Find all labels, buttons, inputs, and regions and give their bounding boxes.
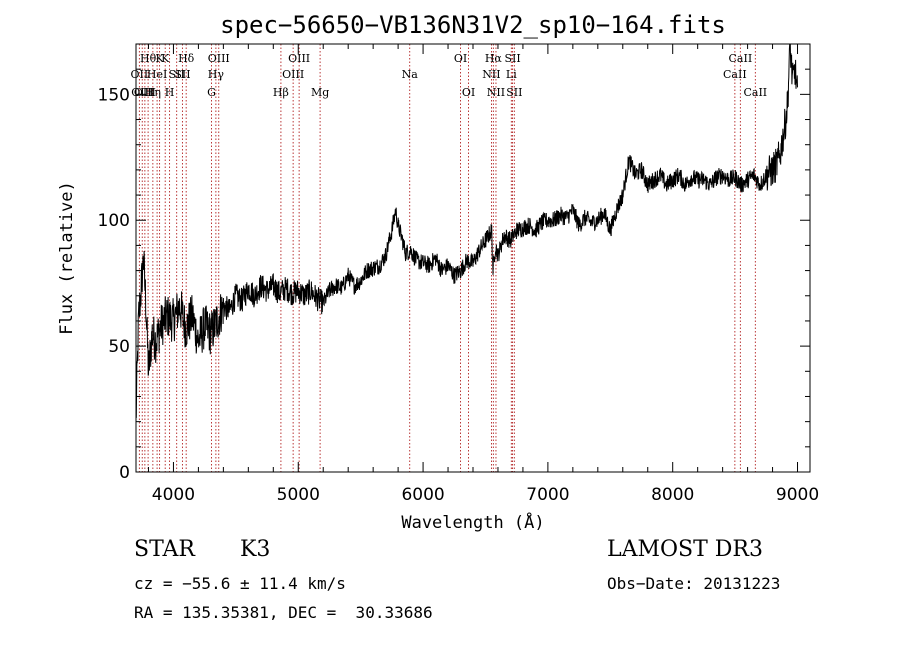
spectral-line-label: CaII — [743, 86, 767, 99]
y-tick-label: 0 — [119, 463, 130, 483]
spectral-line-label: SII — [174, 68, 190, 81]
spectral-line-label: OI — [462, 86, 475, 99]
spectral-line-label: Hβ — [273, 86, 289, 99]
plot-labels: OIIOIIIOIIIHθHηHeIKKHSIISIIHδGHγOIIIHβOI… — [57, 11, 819, 533]
survey-name: LAMOST DR3 — [607, 537, 763, 562]
spectral-line-label: SII — [169, 68, 185, 81]
y-tick-label: 50 — [108, 337, 130, 357]
spectral-line-label: OIII — [134, 86, 156, 99]
plot-axes — [135, 43, 811, 473]
obs-date: Obs−Date: 20131223 — [607, 574, 781, 593]
spectral-line-label: Hη — [145, 86, 161, 99]
spectral-line-label: Li — [506, 68, 517, 81]
spectral-line-label: OIII — [282, 68, 304, 81]
x-tick-label: 6000 — [401, 485, 444, 505]
y-tick-label: 100 — [98, 211, 130, 231]
spectral-line-label: Hθ — [140, 52, 157, 65]
spectral-line-label: Na — [402, 68, 419, 81]
x-tick-label: 4000 — [152, 485, 195, 505]
spectrum-series — [135, 43, 798, 418]
spectral-line-label: CaII — [723, 68, 747, 81]
y-axis-label: Flux (relative) — [57, 181, 77, 335]
x-tick-label: 9000 — [776, 485, 819, 505]
spectral-line-label: K — [161, 52, 170, 65]
spectral-line-label: Hα — [485, 52, 503, 65]
y-tick-label: 150 — [98, 85, 130, 105]
spectral-line-label: CaII — [729, 52, 753, 65]
spectral-line-label: OI — [454, 52, 467, 65]
plot-frame — [135, 43, 811, 473]
spectral-line-label: NII — [487, 86, 505, 99]
object-class: STAR — [134, 537, 195, 562]
x-tick-label: 5000 — [277, 485, 320, 505]
spectral-line-label: HeI — [147, 68, 167, 81]
spectral-line-label: K — [155, 52, 164, 65]
spectral-line-label: G — [207, 86, 216, 99]
spectral-line-label: SII — [504, 52, 520, 65]
x-axis-label: Wavelength (Å) — [401, 511, 544, 533]
coordinates: RA = 135.35381, DEC = 30.33686 — [134, 603, 433, 622]
x-tick-label: 7000 — [526, 485, 569, 505]
spectral-subclass: K3 — [240, 537, 271, 562]
spectral-line-label: Hγ — [208, 68, 225, 81]
redshift-readout: cz = −55.6 ± 11.4 km/s — [134, 574, 346, 593]
spectral-line-label: OIII — [288, 52, 310, 65]
spectral-line-label: Hδ — [178, 52, 195, 65]
x-tick-label: 8000 — [651, 485, 694, 505]
spectral-line-label: NII — [482, 68, 500, 81]
spectral-line-label: SII — [506, 86, 522, 99]
spectral-line-label: OIII — [131, 86, 153, 99]
spectral-line-markers — [138, 44, 756, 472]
spectral-line-label: OII — [131, 68, 149, 81]
spectral-line-label: Mg — [311, 86, 329, 99]
spectral-line-label: OIII — [208, 52, 230, 65]
spectrum-line — [135, 43, 798, 418]
spectral-line-label: H — [165, 86, 175, 99]
chart-title: spec−56650−VB136N31V2_sp10−164.fits — [220, 11, 726, 39]
